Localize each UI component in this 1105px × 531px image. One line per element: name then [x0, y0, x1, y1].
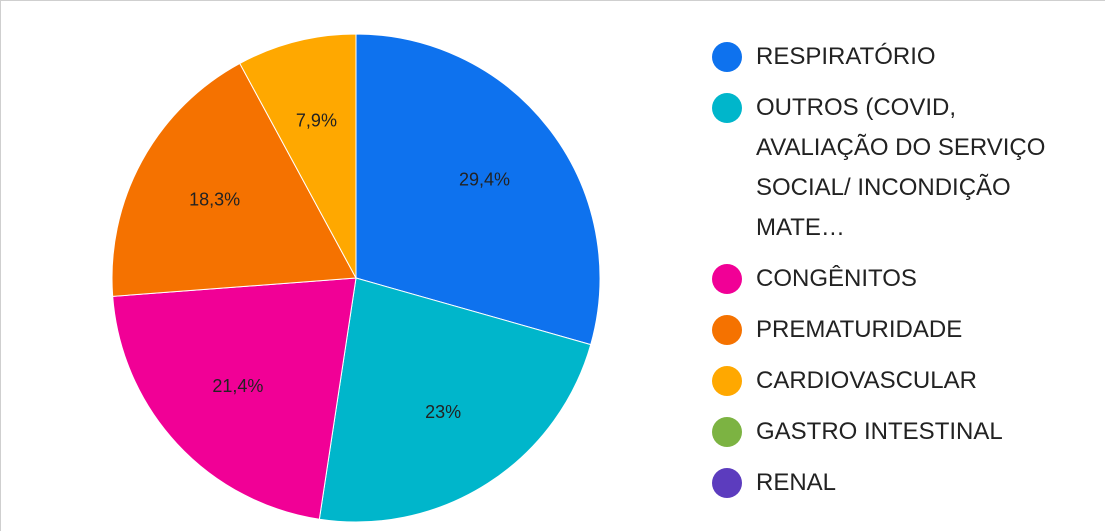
legend-label: RENAL: [756, 469, 837, 496]
legend-entry: OUTROS (COVID, AVALIAÇÃO DO SERVIÇO SOCI…: [712, 88, 1072, 248]
pie-slice: [355, 33, 601, 346]
data-label: 21,4%: [212, 376, 263, 396]
legend-label: PREMATURIDADE: [756, 316, 963, 343]
pie-slice: [239, 33, 357, 279]
legend-swatch: [712, 264, 742, 294]
legend-entry: GASTRO INTESTINAL: [712, 412, 1072, 452]
legend: RESPIRATÓRIO OUTROS (COVID, AVALIAÇÃO DO …: [712, 37, 1072, 514]
data-label: 23%: [425, 402, 461, 422]
legend-label: RESPIRATÓRIO: [756, 43, 936, 70]
legend-label: CONGÊNITOS: [756, 265, 917, 292]
legend-swatch: [712, 315, 742, 345]
legend-label: CARDIOVASCULAR: [756, 367, 977, 394]
legend-label: OUTROS (COVID, AVALIAÇÃO DO SERVIÇO SOCI…: [756, 94, 1046, 241]
pie-slice: [112, 277, 357, 520]
data-label: 29,4%: [459, 170, 510, 190]
legend-swatch: [712, 366, 742, 396]
pie-slice: [111, 62, 357, 297]
legend-swatch: [712, 468, 742, 498]
data-label: 18,3%: [189, 190, 240, 210]
pie-slice: [318, 277, 592, 523]
legend-swatch: [712, 42, 742, 72]
legend-entry: CARDIOVASCULAR: [712, 361, 1072, 401]
data-label: 7,9%: [296, 111, 337, 131]
legend-swatch: [712, 93, 742, 123]
legend-swatch: [712, 417, 742, 447]
legend-entry: RESPIRATÓRIO: [712, 37, 1072, 77]
legend-entry: CONGÊNITOS: [712, 259, 1072, 299]
legend-entry: PREMATURIDADE: [712, 310, 1072, 350]
legend-label: GASTRO INTESTINAL: [756, 418, 1003, 445]
legend-entry: RENAL: [712, 463, 1072, 503]
